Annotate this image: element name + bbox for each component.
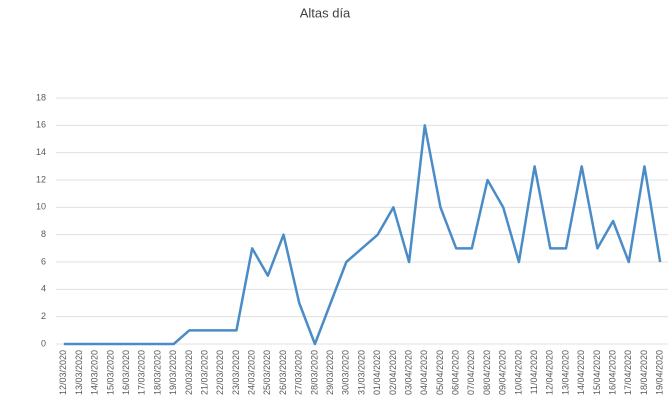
x-tick-label: 30/03/2020	[341, 350, 351, 395]
x-tick-label: 25/03/2020	[262, 350, 272, 395]
y-tick-label: 12	[36, 174, 46, 184]
x-tick-label: 16/04/2020	[607, 350, 617, 395]
x-tick-label: 13/04/2020	[560, 350, 570, 395]
chart-title: Altas día	[300, 5, 351, 20]
x-tick-label: 13/03/2020	[74, 350, 84, 395]
x-tick-label: 09/04/2020	[498, 350, 508, 395]
x-tick-label: 18/04/2020	[639, 350, 649, 395]
x-tick-label: 03/04/2020	[403, 350, 413, 395]
x-tick-label: 22/03/2020	[215, 350, 225, 395]
y-tick-label: 10	[36, 202, 46, 212]
x-tick-label: 27/03/2020	[294, 350, 304, 395]
x-tick-label: 20/03/2020	[184, 350, 194, 395]
y-tick-label: 2	[41, 311, 46, 321]
y-tick-label: 4	[41, 284, 46, 294]
x-tick-label: 19/04/2020	[655, 350, 665, 395]
x-tick-label: 11/04/2020	[529, 350, 539, 394]
x-tick-label: 12/03/2020	[58, 350, 68, 395]
x-tick-label: 28/03/2020	[309, 350, 319, 395]
x-tick-label: 02/04/2020	[388, 350, 398, 395]
x-tick-label: 17/03/2020	[137, 350, 147, 395]
x-tick-label: 07/04/2020	[466, 350, 476, 395]
x-tick-label: 26/03/2020	[278, 350, 288, 395]
x-tick-label: 04/04/2020	[419, 350, 429, 395]
x-tick-label: 05/04/2020	[435, 350, 445, 395]
x-tick-label: 29/03/2020	[325, 350, 335, 395]
y-tick-label: 6	[41, 256, 46, 266]
x-tick-label: 18/03/2020	[152, 350, 162, 395]
y-tick-label: 8	[41, 229, 46, 239]
x-tick-label: 21/03/2020	[199, 350, 209, 395]
data-line	[63, 124, 662, 346]
x-tick-label: 17/04/2020	[623, 350, 633, 395]
x-tick-label: 15/03/2020	[105, 350, 115, 395]
x-tick-label: 31/03/2020	[356, 350, 366, 395]
y-tick-label: 14	[36, 147, 46, 157]
x-tick-label: 23/03/2020	[231, 350, 241, 395]
x-tick-label: 14/03/2020	[90, 350, 100, 395]
x-tick-label: 19/03/2020	[168, 350, 178, 395]
x-tick-label: 12/04/2020	[545, 350, 555, 395]
y-tick-label: 0	[41, 338, 46, 348]
x-tick-label: 15/04/2020	[592, 350, 602, 395]
y-tick-label: 18	[36, 92, 46, 102]
x-tick-label: 06/04/2020	[451, 350, 461, 395]
x-tick-label: 08/04/2020	[482, 350, 492, 395]
x-tick-label: 14/04/2020	[576, 350, 586, 395]
y-tick-label: 16	[36, 120, 46, 130]
x-tick-label: 01/04/2020	[372, 350, 382, 395]
x-tick-label: 10/04/2020	[513, 350, 523, 395]
x-tick-label: 16/03/2020	[121, 350, 131, 395]
x-tick-label: 24/03/2020	[247, 350, 257, 395]
